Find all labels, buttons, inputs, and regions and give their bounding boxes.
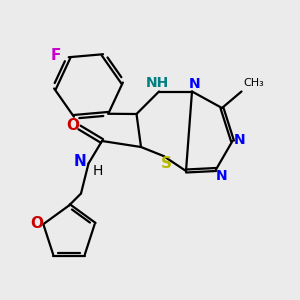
- Text: N: N: [74, 154, 86, 169]
- Text: N: N: [189, 77, 201, 91]
- Text: H: H: [92, 164, 103, 178]
- Text: NH: NH: [146, 76, 169, 90]
- Text: N: N: [234, 133, 246, 146]
- Text: CH₃: CH₃: [243, 79, 264, 88]
- Text: O: O: [30, 216, 43, 231]
- Text: S: S: [161, 156, 172, 171]
- Text: O: O: [66, 118, 80, 134]
- Text: F: F: [51, 48, 61, 63]
- Text: N: N: [216, 169, 227, 183]
